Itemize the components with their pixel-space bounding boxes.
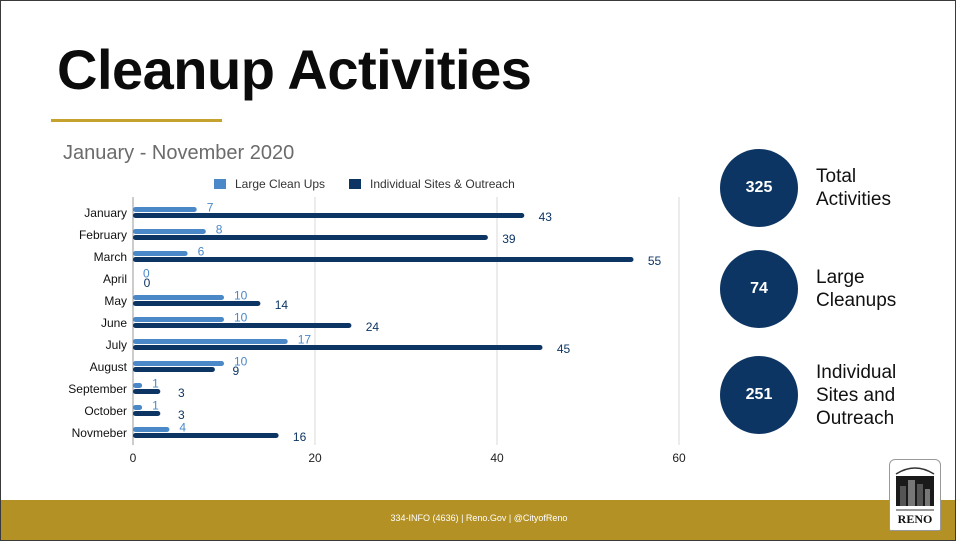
footer-bar: 334-INFO (4636) | Reno.Gov | @CityofReno — [1, 500, 955, 540]
bar-large-clean-ups — [133, 295, 224, 300]
y-tick-label: March — [94, 250, 127, 264]
bar-large-clean-ups — [133, 317, 224, 322]
y-tick-label: April — [103, 272, 127, 286]
bar-individual-sites — [133, 213, 525, 218]
legend-label: Large Clean Ups — [235, 177, 325, 191]
stat-circle: 251 — [720, 356, 798, 434]
title-underline — [51, 119, 222, 122]
data-label-individual: 9 — [233, 364, 240, 378]
data-label-large: 10 — [234, 289, 248, 303]
legend-swatch-large-clean-ups — [214, 179, 226, 189]
data-label-large: 1 — [152, 399, 159, 413]
data-label-individual: 24 — [366, 320, 380, 334]
logo-text: RENO — [898, 512, 933, 526]
data-label-large: 1 — [152, 377, 159, 391]
bar-individual-sites — [133, 433, 279, 438]
bar-large-clean-ups — [133, 229, 206, 234]
bar-large-clean-ups — [133, 339, 288, 344]
data-label-individual: 16 — [293, 430, 307, 444]
chart-subtitle: January - November 2020 — [63, 142, 295, 164]
bar-individual-sites — [133, 257, 634, 262]
stat-circle: 74 — [720, 250, 798, 328]
bar-large-clean-ups — [133, 251, 188, 256]
x-tick-label: 40 — [490, 451, 504, 465]
stat-total-activities: 325 Total Activities — [720, 149, 926, 227]
bar-large-clean-ups — [133, 405, 143, 410]
data-label-individual: 43 — [539, 210, 553, 224]
data-label-large: 8 — [216, 223, 223, 237]
bar-large-clean-ups — [133, 427, 170, 432]
legend-label: Individual Sites & Outreach — [370, 177, 515, 191]
bar-large-clean-ups — [133, 361, 224, 366]
data-label-individual: 3 — [178, 408, 185, 422]
data-label-individual: 14 — [275, 298, 289, 312]
data-label-large: 6 — [198, 245, 205, 259]
bar-individual-sites — [133, 345, 543, 350]
bar-individual-sites — [133, 367, 215, 372]
bar-large-clean-ups — [133, 207, 197, 212]
stat-label: Total Activities — [816, 166, 891, 210]
data-label-individual: 3 — [178, 386, 185, 400]
x-tick-label: 20 — [308, 451, 322, 465]
data-label-individual: 39 — [502, 232, 516, 246]
y-tick-label: June — [101, 316, 127, 330]
data-label-large: 0 — [143, 267, 150, 281]
data-label-large: 4 — [179, 421, 186, 435]
legend-swatch-individual-sites — [349, 179, 361, 189]
data-label-individual: 45 — [557, 342, 571, 356]
bar-individual-sites — [133, 235, 488, 240]
slide-title: Cleanup Activities — [57, 38, 532, 101]
stat-large-cleanups: 74 Large Cleanups — [720, 250, 926, 328]
y-tick-label: July — [106, 338, 127, 352]
data-label-large: 10 — [234, 311, 248, 325]
x-tick-label: 0 — [130, 451, 137, 465]
x-tick-label: 60 — [672, 451, 686, 465]
data-label-individual: 0 — [144, 276, 151, 290]
stat-circle: 325 — [720, 149, 798, 227]
y-tick-label: May — [104, 294, 127, 308]
bar-individual-sites — [133, 389, 161, 394]
y-tick-label: September — [68, 382, 127, 396]
stat-label: Large Cleanups — [816, 267, 897, 311]
data-label-large: 10 — [234, 355, 248, 369]
y-tick-label: Novmeber — [72, 426, 127, 440]
bar-individual-sites — [133, 301, 261, 306]
city-seal-icon: RENO — [895, 467, 935, 526]
data-label-individual: 55 — [648, 254, 662, 268]
bar-individual-sites — [133, 323, 352, 328]
stat-individual-sites: 251 Individual Sites and Outreach — [720, 356, 926, 434]
bar-large-clean-ups — [133, 383, 143, 388]
stat-label: Individual Sites and Outreach — [816, 361, 897, 429]
y-tick-label: October — [84, 404, 127, 418]
y-tick-label: August — [90, 360, 128, 374]
bar-individual-sites — [133, 411, 161, 416]
data-label-large: 7 — [207, 201, 214, 215]
y-tick-label: January — [84, 206, 127, 220]
footer-contact: 334-INFO (4636) | Reno.Gov | @CityofReno — [390, 513, 568, 523]
city-seal-logo: RENO — [889, 459, 941, 531]
data-label-large: 17 — [298, 333, 312, 347]
y-tick-label: February — [79, 228, 127, 242]
